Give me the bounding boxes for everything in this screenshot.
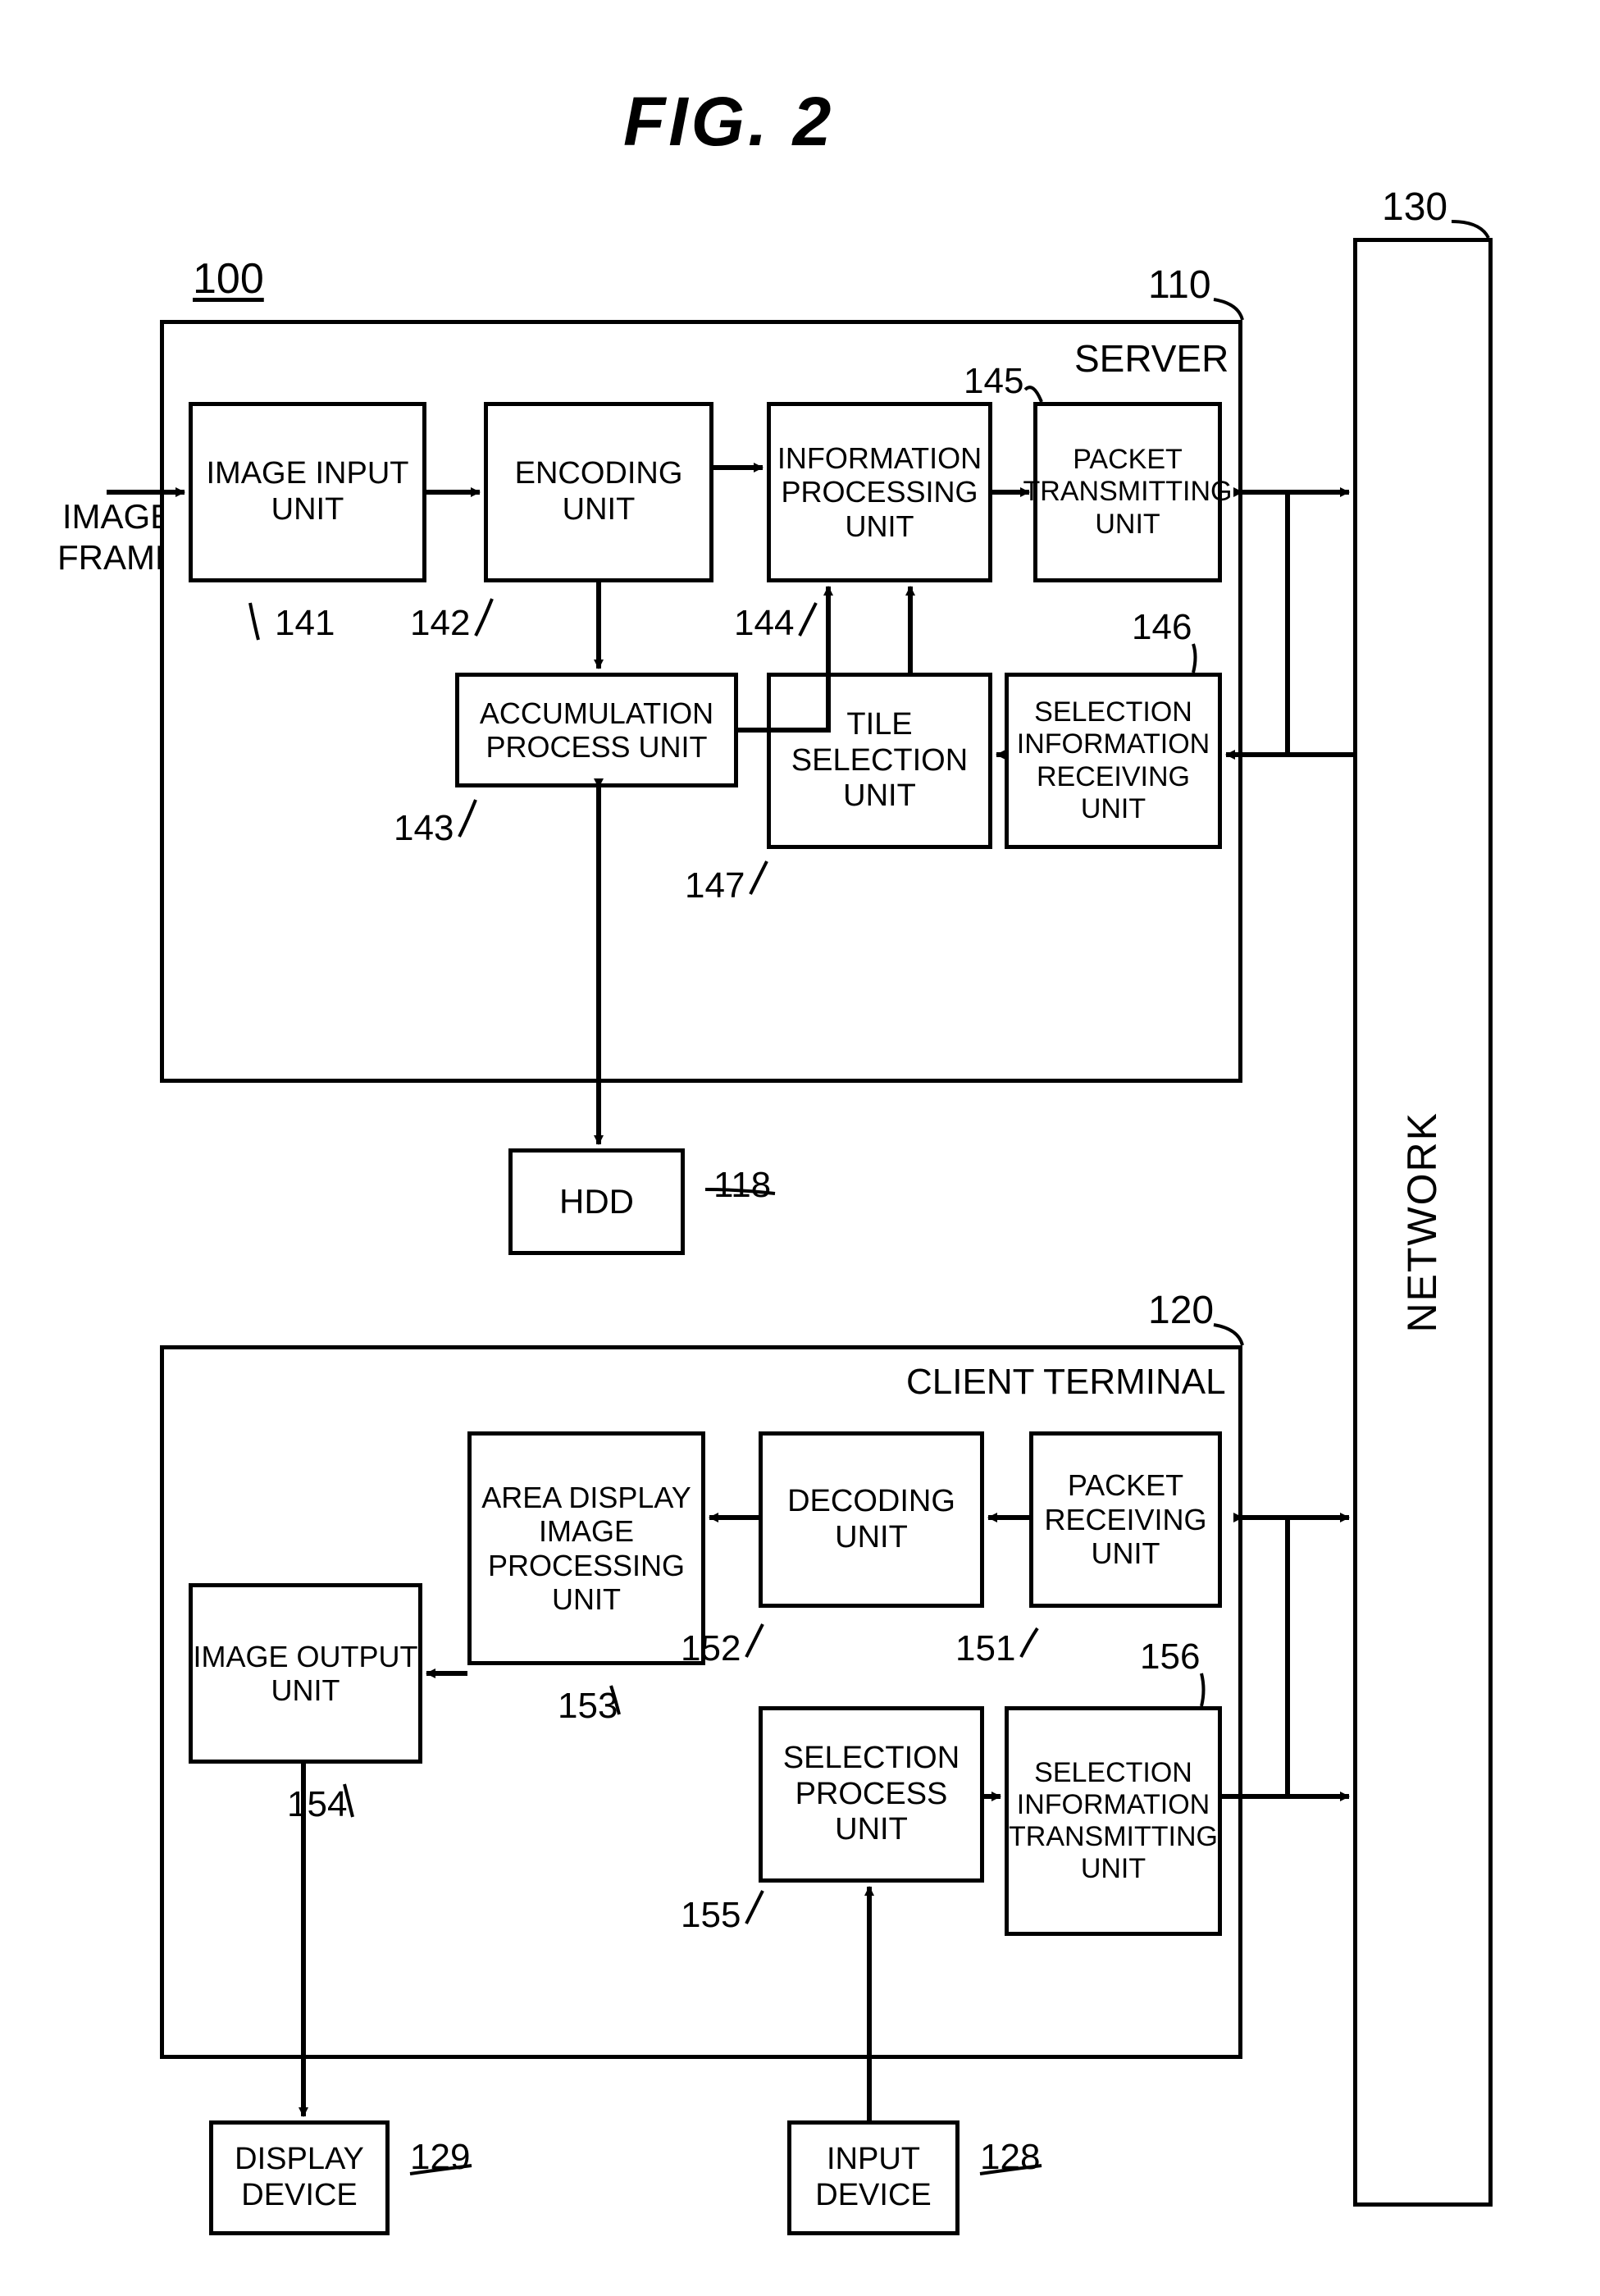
server-title: SERVER: [1074, 336, 1228, 381]
server-ref: 110: [1148, 262, 1211, 308]
display-device-box: DISPLAY DEVICE: [209, 2120, 390, 2235]
decoding-unit: DECODING UNIT: [759, 1431, 984, 1608]
packet-tx-ref: 145: [964, 361, 1023, 402]
input-device-ref: 128: [980, 2137, 1040, 2178]
client-ref: 120: [1148, 1288, 1214, 1333]
image-output-unit: IMAGE OUTPUT UNIT: [189, 1583, 422, 1764]
network-label: NETWORK: [1399, 1111, 1447, 1333]
image-input-ref: 141: [275, 603, 335, 644]
accumulation-ref: 143: [394, 808, 454, 849]
sel-info-rx-ref: 146: [1132, 607, 1192, 648]
encoding-ref: 142: [410, 603, 470, 644]
packet-tx-unit: PACKET TRANSMITTING UNIT: [1033, 402, 1222, 582]
selection-process-ref: 155: [681, 1895, 741, 1936]
area-display-ref: 153: [558, 1686, 618, 1727]
system-ref: 100: [193, 254, 264, 304]
input-device-box: INPUT DEVICE: [787, 2120, 960, 2235]
network-box: NETWORK: [1353, 238, 1493, 2207]
client-title: CLIENT TERMINAL: [906, 1362, 1226, 1403]
hdd-ref: 118: [713, 1165, 771, 1206]
area-display-unit: AREA DISPLAY IMAGE PROCESSING UNIT: [467, 1431, 705, 1665]
network-ref: 130: [1382, 185, 1447, 230]
sel-info-tx-ref: 156: [1140, 1636, 1200, 1677]
image-input-unit: IMAGE INPUT UNIT: [189, 402, 426, 582]
tile-selection-unit: TILE SELECTION UNIT: [767, 673, 992, 849]
image-output-ref: 154: [287, 1784, 347, 1825]
packet-rx-ref: 151: [955, 1628, 1015, 1669]
accumulation-unit: ACCUMULATION PROCESS UNIT: [455, 673, 738, 787]
info-processing-ref: 144: [734, 603, 794, 644]
figure-title: FIG. 2: [623, 82, 834, 162]
sel-info-rx-unit: SELECTION INFORMATION RECEIVING UNIT: [1005, 673, 1222, 849]
decoding-ref: 152: [681, 1628, 741, 1669]
display-device-ref: 129: [410, 2137, 470, 2178]
selection-process-unit: SELECTION PROCESS UNIT: [759, 1706, 984, 1883]
hdd-box: HDD: [508, 1148, 685, 1255]
sel-info-tx-unit: SELECTION INFORMATION TRANSMITTING UNIT: [1005, 1706, 1222, 1936]
diagram-page: FIG. 2 100 IMAGE FRAME NETWORK 130 SERVE…: [0, 0, 1600, 2296]
encoding-unit: ENCODING UNIT: [484, 402, 713, 582]
packet-rx-unit: PACKET RECEIVING UNIT: [1029, 1431, 1222, 1608]
tile-selection-ref: 147: [685, 865, 745, 906]
info-processing-unit: INFORMATION PROCESSING UNIT: [767, 402, 992, 582]
